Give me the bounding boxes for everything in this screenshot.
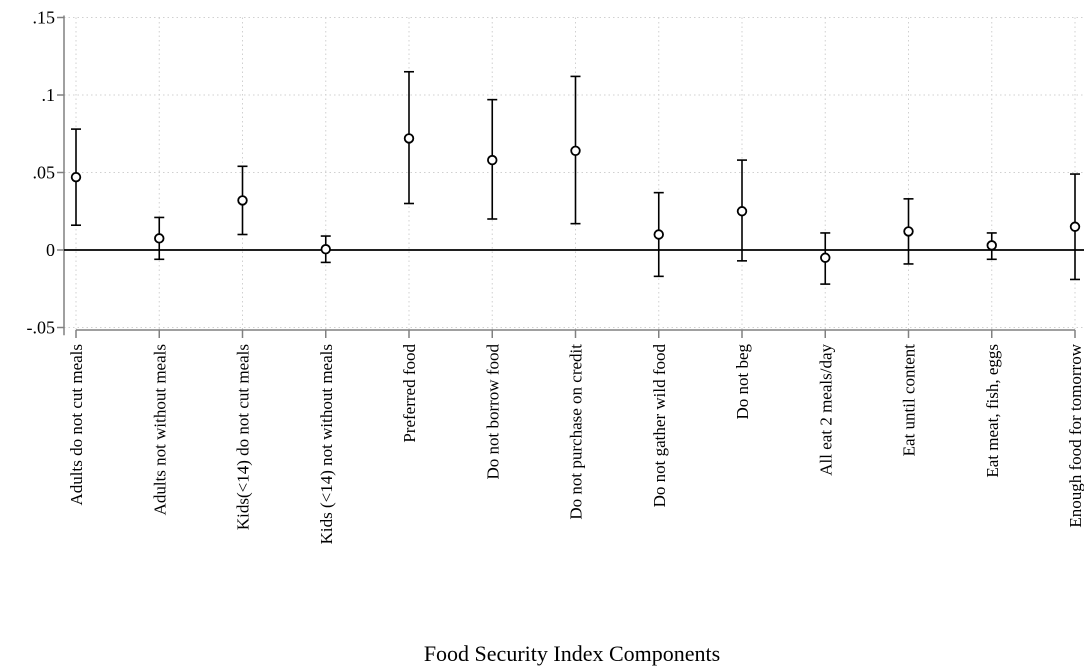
x-category-label: Do not gather wild food [650,344,669,508]
y-tick-label: -.05 [27,318,56,338]
x-category-label: Do not beg [733,344,752,420]
x-category-label: Kids(<14) do not cut meals [234,344,253,530]
x-category-label: Do not borrow food [483,344,502,480]
point-estimate [570,145,581,157]
x-category-label: All eat 2 meals/day [816,344,835,476]
point-estimates [70,133,1081,263]
point-estimate [403,133,415,144]
x-category-label: Enough food for tomorrow [1066,343,1084,527]
point-estimate [1069,221,1081,232]
point-estimate [986,240,997,251]
point-estimate [653,229,664,240]
x-category-label: Do not purchase on credit [567,344,586,520]
y-tick-label: .1 [42,85,56,105]
axes [63,15,1075,336]
point-estimate [320,244,331,255]
x-ticks [75,330,1076,338]
x-category-label: Kids (<14) not without meals [317,344,336,544]
x-category-label: Adults not without meals [150,344,169,515]
point-estimate [736,206,748,217]
point-estimate [70,171,82,183]
y-tick-label: .05 [33,163,56,183]
point-estimate [903,226,914,237]
point-estimate [820,252,831,263]
x-axis-title: Food Security Index Components [424,641,720,666]
x-category-label: Preferred food [400,344,419,443]
point-estimate [154,233,165,244]
point-estimate [487,154,498,166]
x-category-label: Eat until content [900,344,919,457]
category-labels: Adults do not cut meals Adults not withou… [67,343,1084,544]
grid-lines [64,17,1084,330]
x-category-label: Adults do not cut meals [67,344,86,505]
y-ticks: -.05 0 .05 .1 .15 [27,8,64,338]
x-category-label: Eat meat, fish, eggs [983,344,1002,478]
y-tick-label: 0 [46,240,55,260]
point-estimate [237,195,248,206]
y-tick-label: .15 [33,8,56,28]
